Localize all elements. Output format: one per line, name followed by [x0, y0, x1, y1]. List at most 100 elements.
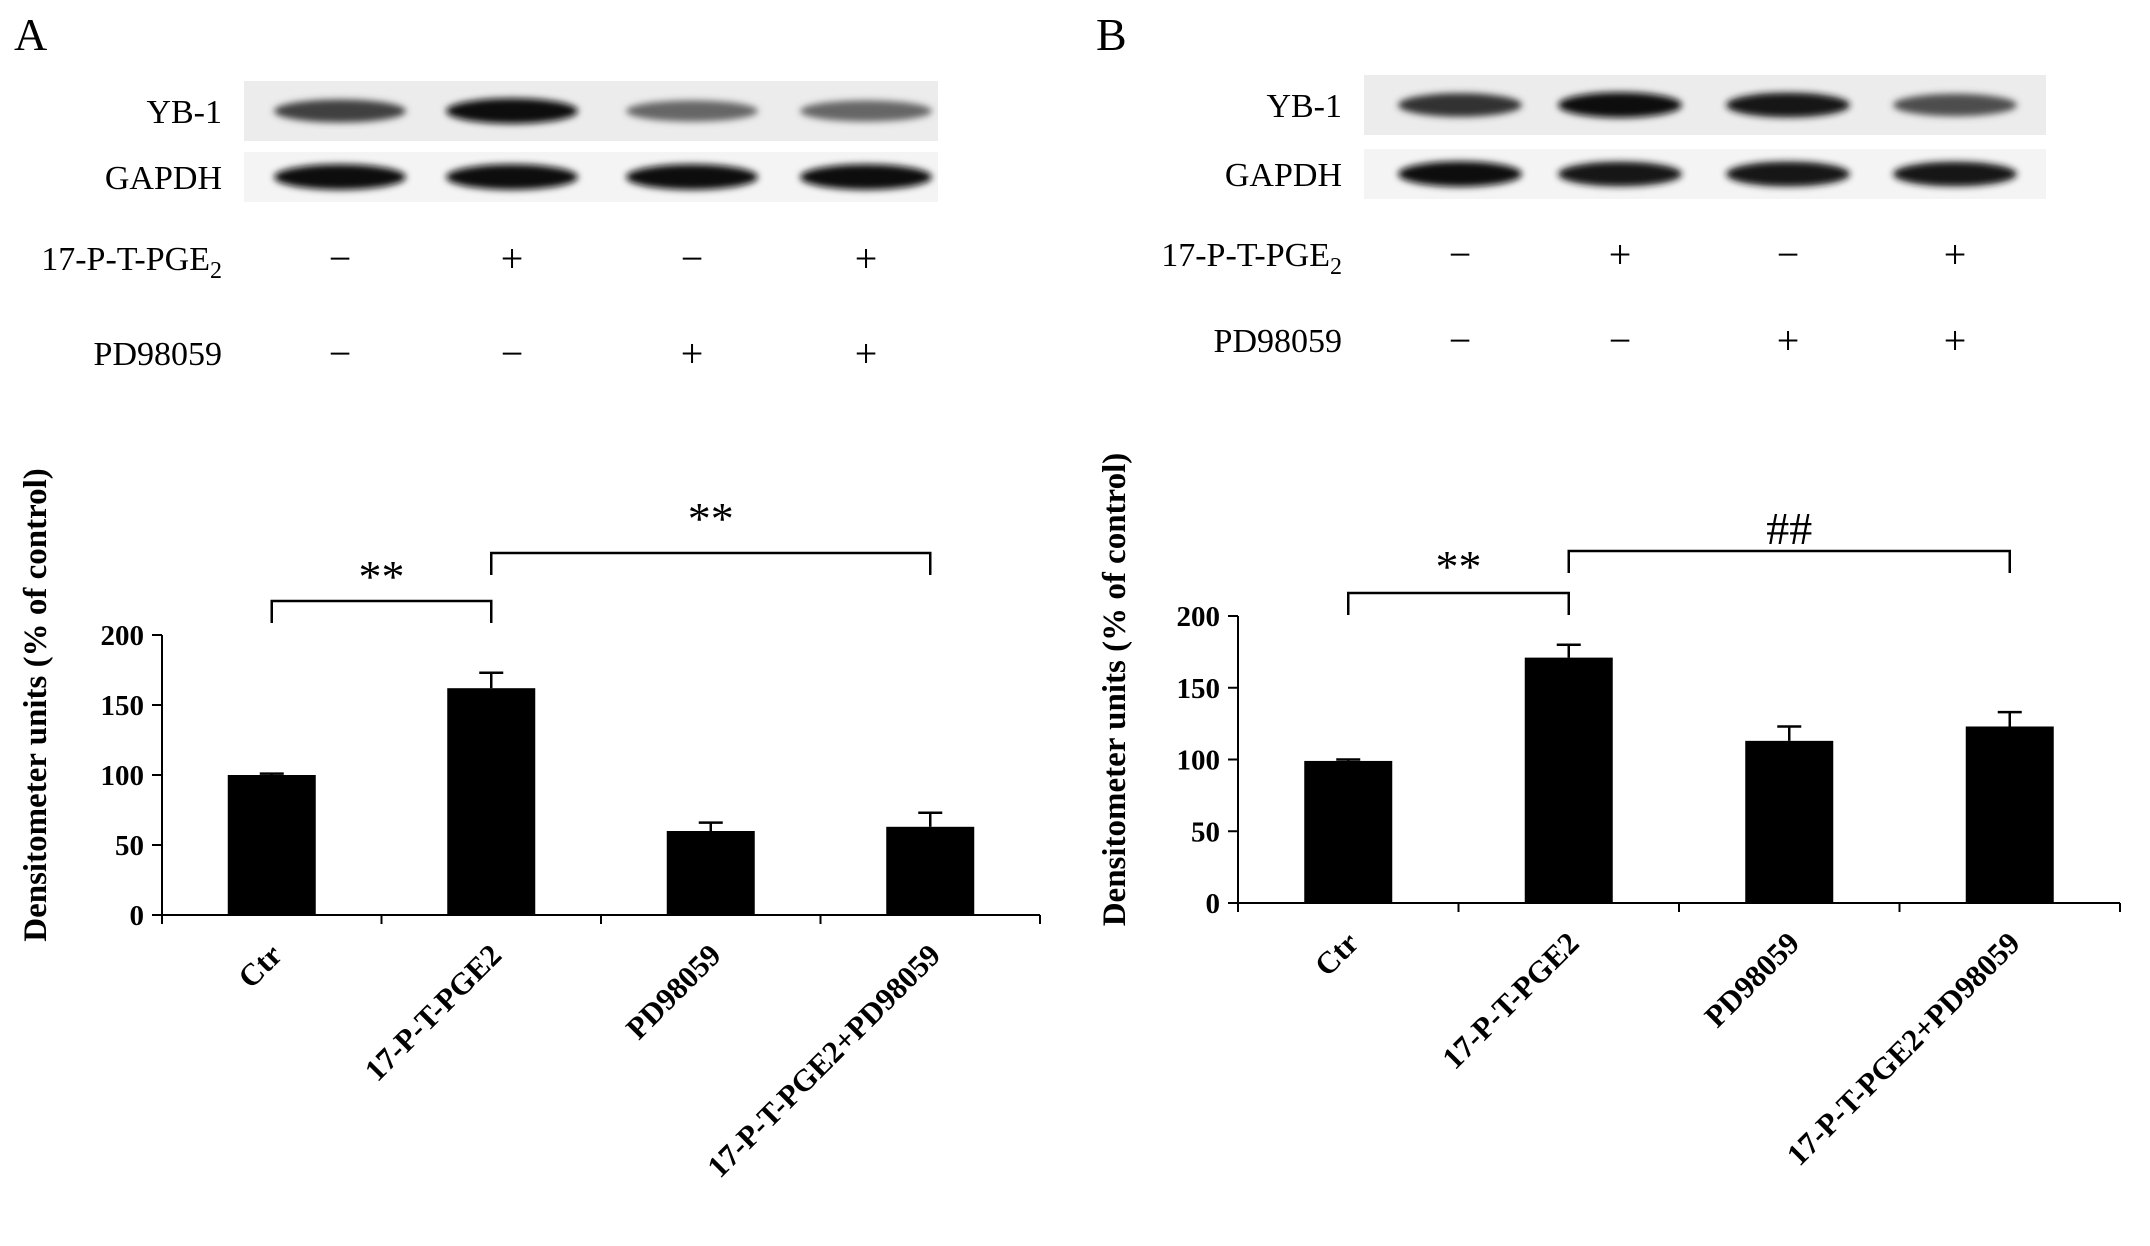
blot-row-label: YB-1: [1266, 88, 1342, 125]
blot-band: [446, 164, 578, 190]
bracket-line: [1347, 591, 1570, 615]
treatment-sign: +: [1777, 318, 1800, 363]
y-tick-label: 100: [1177, 745, 1221, 777]
blot-band: [1558, 92, 1682, 118]
bar-chart: 0 50 100 150 200 Ctr 17-P-T-PGE2 PD9805917-P-T-…: [18, 468, 1041, 1184]
treatment-sign: −: [1777, 232, 1800, 277]
treatment-name: 17-P-T-PGE: [41, 241, 210, 278]
blot-band: [274, 164, 406, 190]
blot-row-yb-1: YB-1: [146, 81, 938, 141]
treatment-label: PD98059: [1214, 323, 1342, 360]
treatment-name: PD98059: [94, 336, 222, 373]
y-tick-label: 200: [1177, 601, 1221, 633]
significance-label: **: [688, 493, 734, 544]
treatment-row: 17-P-T-PGE2 − + − +: [1161, 232, 1966, 280]
blot-band: [626, 100, 758, 122]
significance-bracket: **: [270, 551, 493, 623]
treatment-label: PD98059: [94, 336, 222, 373]
blot-band: [1893, 93, 2017, 117]
blot-row-yb-1: YB-1: [1266, 75, 2046, 135]
bracket-line: [490, 551, 932, 575]
treatment-subscript: 2: [1330, 254, 1342, 280]
treatment-sign: +: [1609, 232, 1632, 277]
blot-band: [1558, 161, 1682, 187]
blot-row-gapdh: GAPDH: [1225, 149, 2046, 199]
treatment-sign: +: [855, 331, 878, 376]
bar: [1304, 760, 1393, 903]
blot-band: [1893, 161, 2017, 187]
treatment-sign: −: [501, 331, 524, 376]
category-label: 17-P-T-PGE2: [358, 937, 509, 1088]
bar: [1745, 740, 1834, 903]
bar: [886, 826, 975, 915]
blot-band: [274, 99, 406, 123]
blot-band: [800, 100, 932, 122]
treatment-sign: +: [855, 236, 878, 281]
blot-row-gapdh: GAPDH: [105, 152, 938, 202]
bar-chart: 0 50 100 150 200 Ctr 17-P-T-PGE2 PD9805917-P-T-…: [1097, 453, 2121, 1172]
blot-row-label: GAPDH: [1225, 157, 1342, 194]
treatment-subscript: 2: [210, 258, 222, 284]
significance-bracket: ##: [1567, 503, 2011, 573]
treatment-sign: −: [681, 236, 704, 281]
bar: [447, 688, 536, 915]
y-tick-label: 50: [1191, 816, 1220, 848]
panel-letter: A: [14, 9, 47, 60]
y-tick-label: 50: [115, 830, 144, 862]
y-axis-label: Densitometer units (% of control): [18, 468, 54, 942]
significance-label: ##: [1766, 503, 1812, 554]
category-label: Ctr: [1308, 925, 1366, 983]
blot-band: [626, 164, 758, 190]
treatment-name: PD98059: [1214, 323, 1342, 360]
y-axis-label: Densitometer units (% of control): [1097, 453, 1133, 927]
bracket-line: [1567, 549, 2011, 573]
category-label: PD98059: [1697, 925, 1806, 1034]
bar: [666, 831, 755, 915]
blot-band: [1398, 161, 1522, 187]
significance-label: **: [1436, 541, 1482, 592]
y-tick-label: 150: [101, 690, 145, 722]
treatment-row: PD98059 − − + +: [94, 331, 878, 376]
bar: [1524, 657, 1613, 903]
treatment-sign: −: [1449, 232, 1472, 277]
blot-band: [1726, 161, 1850, 187]
category-label: 17-P-T-PGE2: [1435, 925, 1586, 1076]
panel-letter: B: [1096, 9, 1127, 60]
blot-band: [1726, 92, 1850, 118]
significance-bracket: **: [490, 493, 932, 575]
blot-row-label: YB-1: [146, 94, 222, 131]
blot-band: [1398, 93, 1522, 117]
panel-b: B YB-1 GAPDH 17-P-T-PGE2 − + − + PD98059 − − + +0 50 1…: [1096, 9, 2121, 1172]
category-label: Ctr: [231, 937, 289, 995]
y-tick-label: 200: [101, 620, 145, 652]
treatment-sign: +: [1944, 232, 1967, 277]
treatment-sign: −: [1609, 318, 1632, 363]
treatment-row: PD98059 − − + +: [1214, 318, 1967, 363]
panel-a: A YB-1 GAPDH 17-P-T-PGE2 − + − + PD98059 − − + +0 50 1…: [14, 9, 1041, 1184]
treatment-sign: +: [501, 236, 524, 281]
treatment-sign: −: [1449, 318, 1472, 363]
bar: [1965, 726, 2054, 903]
y-tick-label: 100: [101, 760, 145, 792]
treatment-label: 17-P-T-PGE2: [1161, 237, 1342, 280]
category-label: 17-P-T-PGE2+PD98059: [700, 937, 947, 1184]
treatment-name: 17-P-T-PGE: [1161, 237, 1330, 274]
significance-label: **: [359, 551, 405, 602]
blot-row-label: GAPDH: [105, 160, 222, 197]
bracket-line: [270, 599, 493, 623]
treatment-row: 17-P-T-PGE2 − + − +: [41, 236, 877, 284]
y-tick-label: 150: [1177, 673, 1221, 705]
category-label: 17-P-T-PGE2+PD98059: [1780, 925, 2027, 1172]
category-label: PD98059: [619, 937, 728, 1046]
bar: [227, 775, 316, 915]
treatment-sign: +: [681, 331, 704, 376]
significance-bracket: **: [1347, 541, 1570, 615]
y-tick-label: 0: [1206, 888, 1221, 920]
treatment-sign: +: [1944, 318, 1967, 363]
treatment-sign: −: [329, 236, 352, 281]
y-tick-label: 0: [130, 900, 145, 932]
treatment-label: 17-P-T-PGE2: [41, 241, 222, 284]
blot-band: [800, 164, 932, 190]
blot-band: [446, 98, 578, 124]
